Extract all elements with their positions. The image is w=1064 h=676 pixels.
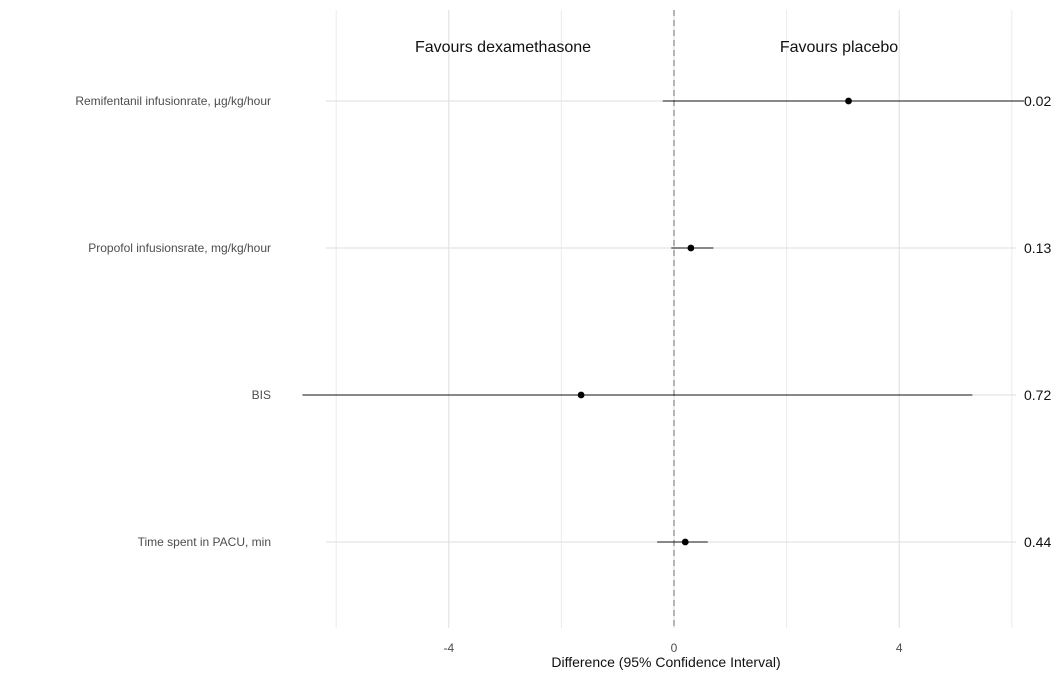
row-label: Time spent in PACU, min: [138, 535, 271, 549]
row-label: Remifentanil infusionrate, µg/kg/hour: [75, 94, 271, 108]
x-tick-label: 4: [896, 641, 903, 655]
row-label: Propofol infusionsrate, mg/kg/hour: [88, 241, 271, 255]
x-axis-title: Difference (95% Confidence Interval): [551, 654, 780, 670]
text-layer: Favours dexamethasone Favours placebo Di…: [75, 39, 1051, 670]
x-tick-label: 0: [671, 641, 678, 655]
p-value-label: 0.02: [1024, 93, 1051, 109]
p-value-label: 0.44: [1024, 534, 1051, 550]
rows-layer: [302, 97, 1024, 546]
row-label: BIS: [252, 388, 271, 402]
x-tick-label: -4: [443, 641, 454, 655]
point-estimate: [577, 391, 585, 399]
grid-layer: [326, 10, 1016, 628]
p-value-label: 0.13: [1024, 240, 1051, 256]
point-estimate: [687, 244, 695, 252]
point-estimate: [845, 97, 852, 105]
p-value-label: 0.72: [1024, 387, 1051, 403]
point-estimate: [681, 538, 689, 546]
favours-placebo-label: Favours placebo: [780, 39, 898, 56]
favours-dexamethasone-label: Favours dexamethasone: [415, 39, 591, 56]
